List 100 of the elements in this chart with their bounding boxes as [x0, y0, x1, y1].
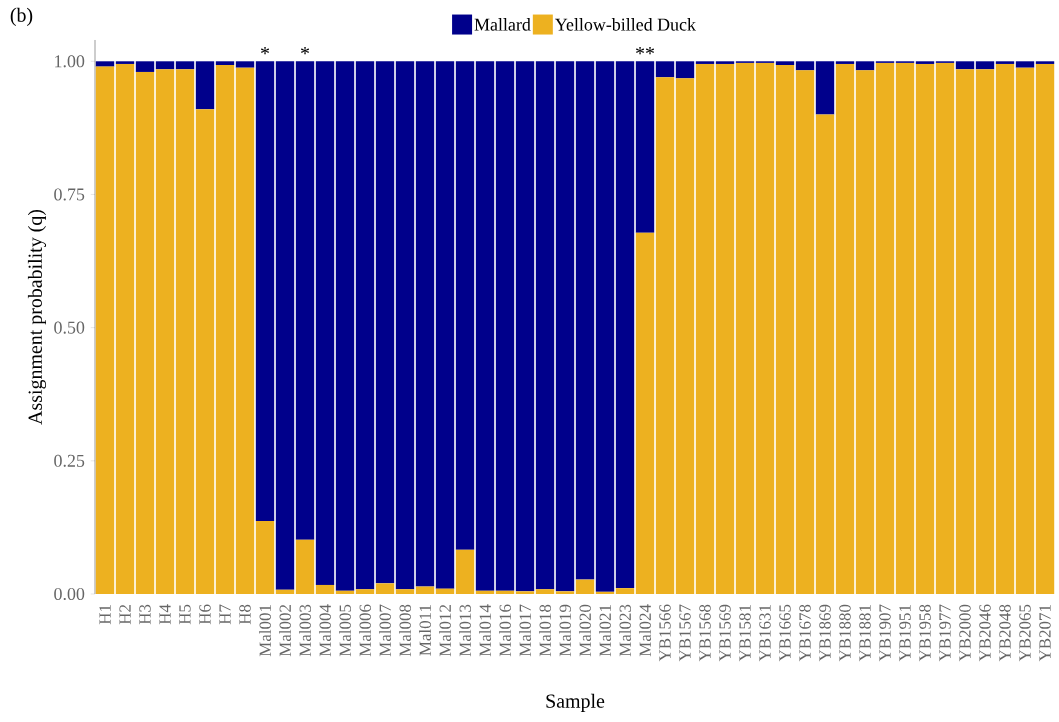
x-tick-label: YB2048: [999, 604, 1011, 662]
x-tick-label: H1: [99, 605, 111, 625]
x-tick-label: H4: [159, 604, 171, 625]
bar: [315, 584, 335, 594]
x-tick-label: Mal003: [299, 604, 311, 657]
y-tick-label: 0.25: [54, 454, 85, 467]
bar: [95, 66, 115, 594]
bar: [215, 61, 235, 66]
x-tick-label: YB1977: [939, 604, 951, 662]
bar: [115, 61, 135, 64]
bar: [555, 591, 575, 594]
bar: [975, 61, 995, 70]
bar: [335, 590, 355, 594]
x-tick-label: YB2071: [1039, 605, 1051, 662]
bar: [735, 62, 755, 594]
bar: [295, 61, 315, 540]
x-tick-label: YB1869: [819, 604, 831, 662]
bar: [835, 63, 855, 594]
x-tick-label: H6: [199, 604, 211, 625]
bar: [575, 579, 595, 594]
y-axis-title: Assignment probability (q): [27, 209, 47, 425]
bar: [455, 549, 475, 594]
y-tick-label: 1.00: [55, 55, 85, 68]
bar: [715, 63, 735, 594]
bar: [475, 590, 495, 594]
bar: [495, 61, 515, 591]
bar: [515, 61, 535, 592]
x-tick-label: YB1566: [659, 604, 671, 662]
bar: [955, 69, 975, 594]
bar: [635, 61, 655, 233]
bar: [415, 61, 435, 587]
x-tick-label: YB1665: [779, 604, 791, 662]
bar: [595, 61, 615, 592]
bar: [415, 586, 435, 594]
x-tick-label: Mal005: [339, 604, 351, 657]
x-tick-label: Mal016: [499, 604, 511, 657]
x-tick-label: Mal024: [639, 604, 651, 657]
bar: [355, 589, 375, 594]
bar: [615, 588, 635, 594]
annotation: *: [301, 47, 310, 55]
x-tick-label: YB1881: [859, 605, 871, 662]
bar: [795, 70, 815, 594]
bar: [495, 590, 515, 594]
bar: [335, 61, 355, 591]
x-tick-label: H5: [179, 604, 191, 625]
bar: [475, 61, 495, 591]
bar: [955, 61, 975, 70]
bar: [435, 61, 455, 589]
bar: [275, 61, 295, 590]
annotation: *: [261, 47, 270, 55]
x-tick-label: Mal020: [579, 604, 591, 657]
bar: [295, 539, 315, 594]
bar: [175, 69, 195, 594]
bar: [195, 61, 215, 110]
x-tick-label: Mal011: [419, 605, 431, 656]
x-tick-label: H3: [139, 604, 151, 625]
bar: [975, 69, 995, 594]
bar: [795, 61, 815, 71]
bar: [255, 61, 275, 522]
y-tick-label: 0.75: [54, 188, 85, 201]
x-tick-label: Mal002: [279, 605, 291, 657]
bar: [275, 589, 295, 594]
bar: [1035, 63, 1055, 594]
x-tick-label: Mal023: [619, 604, 631, 657]
annotation: **: [636, 47, 655, 55]
bar: [855, 70, 875, 594]
bar: [675, 61, 695, 79]
bar: [155, 61, 175, 70]
y-tick-label: 0.00: [54, 587, 85, 601]
x-axis-title: Sample: [546, 693, 605, 712]
bar: [855, 61, 875, 71]
bar: [755, 62, 775, 594]
x-tick-label: Mal001: [259, 605, 271, 657]
bar: [675, 78, 695, 594]
x-tick-label: YB1951: [899, 605, 911, 662]
x-tick-label: Mal012: [439, 605, 451, 657]
x-tick-label: H7: [219, 604, 231, 625]
x-tick-label: YB1907: [879, 604, 891, 662]
bar: [595, 591, 615, 594]
bar: [635, 232, 655, 594]
bar: [115, 63, 135, 594]
legend-label: Yellow-billed Duck: [555, 18, 696, 31]
bar: [455, 61, 475, 550]
x-tick-label: YB1631: [759, 605, 771, 662]
bar: [775, 65, 795, 594]
bar: [235, 67, 255, 594]
x-tick-label: YB2046: [979, 604, 991, 662]
bar: [435, 588, 455, 594]
x-tick-label: YB1581: [739, 605, 751, 662]
x-tick-label: YB1569: [719, 604, 731, 662]
bar: [395, 589, 415, 594]
text: (b): [10, 7, 33, 26]
bar: [535, 589, 555, 594]
x-tick-label: Mal018: [539, 604, 551, 657]
x-tick-label: Mal019: [559, 604, 571, 657]
bar: [515, 591, 535, 594]
x-tick-label: Mal014: [479, 604, 491, 657]
x-tick-label: Mal013: [459, 604, 471, 657]
bar: [155, 69, 175, 594]
bar: [1015, 67, 1035, 594]
